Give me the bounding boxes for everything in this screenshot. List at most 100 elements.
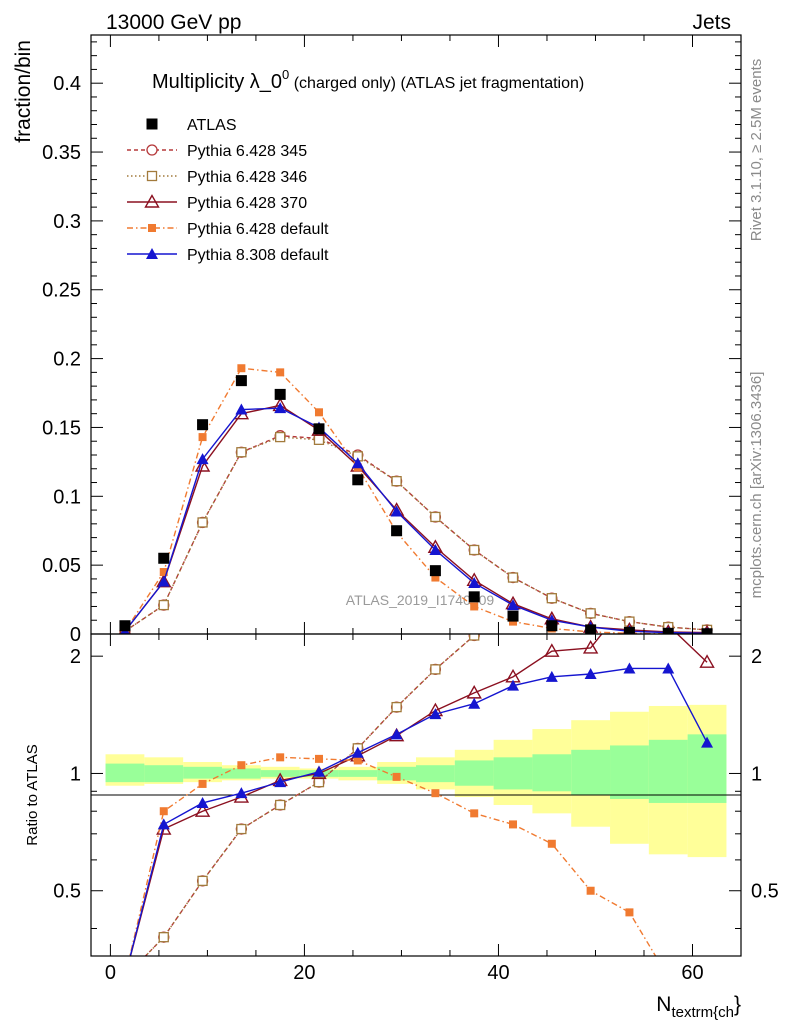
point-pythia-6-428-default	[431, 573, 440, 582]
x-tick-label: 0	[105, 962, 116, 984]
ratio-point-pythia-6-428-default	[276, 753, 285, 762]
ratio-tick-label: 0.5	[53, 881, 81, 903]
ratio-point-pythia-6-428-346	[158, 932, 169, 943]
uncertainty-band-inner	[648, 739, 688, 803]
ratio-point-pythia-8-308-default	[235, 787, 248, 799]
uncertainty-band-inner	[493, 757, 533, 790]
point-atlas	[623, 626, 635, 634]
ratio-point-pythia-6-428-346	[391, 701, 402, 713]
point-atlas	[119, 620, 131, 632]
y-tick-label: 0	[70, 624, 81, 646]
ratio-point-pythia-6-428-346	[275, 799, 286, 811]
legend-label-pythia-6-428-345: Pythia 6.428 345	[187, 143, 307, 160]
point-pythia-8-308-default	[507, 599, 520, 611]
ratio-point-pythia-6-428-default	[470, 809, 479, 818]
ratio-point-pythia-6-428-default	[586, 886, 595, 895]
legend-label-pythia-6-428-default: Pythia 6.428 default	[187, 221, 329, 238]
ratio-tick-label-right: 2	[751, 646, 762, 668]
ratio-line-pythia-6-428-345	[144, 634, 477, 956]
ratio-point-pythia-8-308-default	[196, 796, 209, 808]
ratio-tick-label-right: 0.5	[751, 881, 779, 903]
ratio-point-pythia-6-428-346	[236, 823, 247, 835]
ratio-point-pythia-6-428-346	[586, 497, 595, 506]
point-pythia-8-308-default	[157, 575, 170, 587]
uncertainty-band-inner	[183, 766, 222, 779]
series-line-pythia-6-428-default	[124, 367, 708, 634]
y-tick-label: 0.25	[42, 280, 81, 302]
mcplots-label: mcplots.cern.ch [arXiv:1306.3436]	[748, 372, 765, 599]
ratio-point-pythia-6-428-345	[702, 310, 712, 320]
legend-label-pythia-6-428-370: Pythia 6.428 370	[187, 195, 307, 212]
ratio-point-pythia-8-308-default	[274, 776, 287, 788]
ratio-point-pythia-6-428-346	[469, 634, 480, 641]
point-atlas	[274, 388, 286, 400]
ratio-point-pythia-8-308-default	[390, 728, 403, 740]
legend-marker-pythia-6-428-default	[148, 224, 156, 232]
point-pythia-6-428-346	[546, 593, 557, 604]
ratio-point-pythia-6-428-370	[544, 643, 560, 657]
legend-label-pythia-6-428-346: Pythia 6.428 346	[187, 169, 307, 186]
point-pythia-8-308-default	[235, 403, 248, 415]
point-atlas	[197, 419, 209, 431]
ratio-point-pythia-8-308-default	[701, 736, 714, 748]
uncertainty-band-inner	[610, 745, 649, 799]
y-tick-label: 0.2	[53, 349, 81, 371]
ratio-point-pythia-8-308-default	[351, 746, 364, 758]
ratio-point-pythia-6-428-345	[586, 496, 596, 506]
point-atlas	[158, 552, 170, 564]
ratio-tick-label: 1	[70, 763, 81, 785]
ratio-point-pythia-6-428-370	[623, 593, 636, 605]
point-pythia-6-428-346	[197, 517, 208, 528]
x-axis-label: Ntextrm{ch}	[656, 993, 741, 1021]
ratio-line-pythia-6-428-370	[129, 634, 708, 956]
ratio-point-pythia-6-428-346	[664, 379, 673, 388]
ratio-point-pythia-6-428-370	[582, 639, 599, 654]
ratio-point-pythia-8-308-default	[312, 765, 325, 777]
ratio-point-pythia-6-428-default	[392, 772, 401, 781]
ratio-point-pythia-6-428-default	[431, 789, 440, 798]
ratio-point-pythia-8-308-default	[468, 697, 481, 709]
point-pythia-6-428-default	[276, 368, 285, 377]
ratio-point-pythia-8-308-default	[662, 662, 675, 674]
ratio-point-pythia-8-308-default	[157, 818, 170, 830]
ratio-point-pythia-6-428-346	[197, 875, 208, 887]
point-pythia-8-308-default	[351, 457, 364, 469]
y-tick-label: 0.05	[42, 555, 81, 577]
legend: ATLAS Pythia 6.428 345 Pythia 6.428 346 Pyt…	[127, 117, 329, 264]
y-axis-label: fraction/bin	[12, 40, 35, 143]
point-atlas	[585, 624, 597, 634]
point-atlas	[662, 627, 674, 634]
point-atlas	[701, 628, 713, 634]
ratio-point-pythia-6-428-370	[699, 654, 715, 668]
series-line-pythia-6-428-345	[124, 435, 708, 632]
ratio-point-pythia-6-428-345	[624, 428, 634, 438]
ratio-point-pythia-6-428-346	[547, 522, 556, 531]
point-atlas	[235, 375, 247, 387]
ratio-point-pythia-6-428-default	[547, 839, 556, 848]
ratio-line-pythia-6-428-346	[144, 634, 477, 956]
ratio-point-pythia-6-428-346	[120, 973, 129, 982]
ratio-point-pythia-6-428-346	[313, 776, 325, 788]
point-atlas	[429, 565, 441, 577]
uncertainty-band-inner	[338, 770, 378, 777]
y-tick-label: 0.1	[53, 486, 81, 508]
ratio-tick-label-right: 1	[751, 763, 762, 785]
ratio-point-pythia-8-308-default	[507, 679, 520, 691]
ratio-point-pythia-8-308-default	[429, 708, 442, 720]
top-panel: ATLAS_2019_I1740909 0 0.05 0.1 0.15 0.2 0.25 0…	[12, 34, 742, 646]
ratio-point-pythia-6-428-346	[703, 311, 712, 320]
ratio-point-pythia-6-428-345	[663, 379, 673, 389]
ratio-point-pythia-6-428-370	[118, 971, 131, 983]
point-pythia-8-308-default	[390, 505, 403, 517]
ratio-point-pythia-8-308-default	[623, 662, 636, 674]
legend-label-atlas: ATLAS	[187, 117, 237, 134]
uncertainty-band-inner	[221, 768, 261, 779]
x-tick-label: 60	[681, 962, 703, 984]
ratio-point-pythia-6-428-default	[237, 761, 246, 770]
legend-marker-pythia-6-428-346	[146, 170, 158, 182]
ratio-point-pythia-6-428-default	[314, 754, 323, 763]
ratio-point-pythia-6-428-370	[194, 803, 211, 817]
ratio-point-pythia-6-428-default	[509, 820, 518, 829]
ratio-point-pythia-6-428-default	[121, 973, 129, 981]
